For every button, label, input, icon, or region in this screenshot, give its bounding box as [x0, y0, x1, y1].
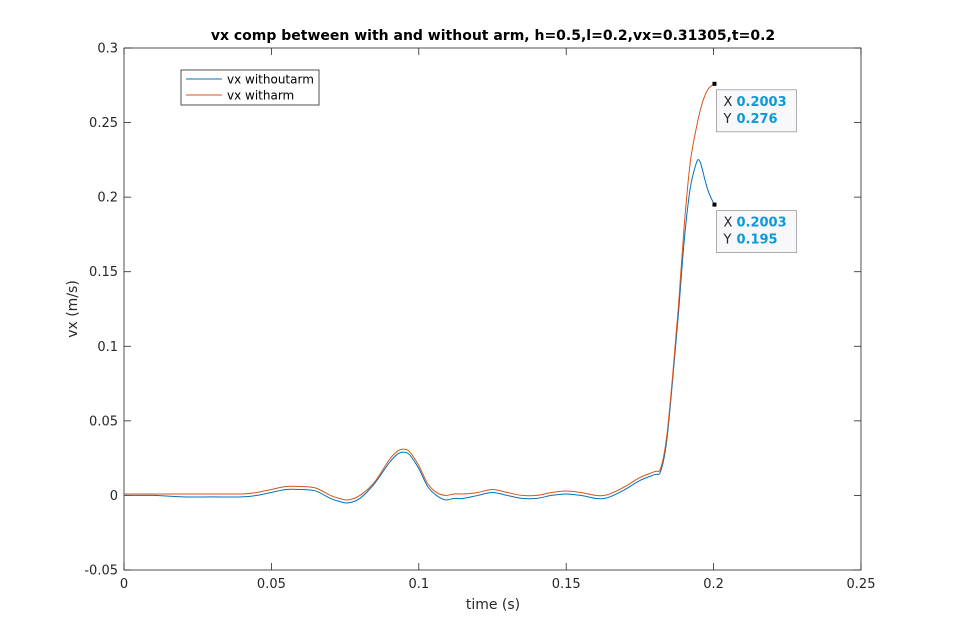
- datatip-x-label: X: [723, 216, 732, 231]
- plot-area: 0 0.05 0.1 0.15 0.2 0.25 -0.0500.050.10.150.2…: [84, 42, 875, 593]
- axes-box: [123, 47, 862, 571]
- y-tick-label: 0.15: [89, 265, 118, 280]
- x-axis: 0 0.05 0.1 0.15 0.2 0.25: [120, 48, 876, 592]
- legend-label-witharm: vx witharm: [227, 89, 294, 103]
- y-tick-label: 0.2: [97, 191, 118, 206]
- datatip-marker[interactable]: [712, 202, 717, 207]
- datatip-x-value: 0.2003: [736, 95, 786, 110]
- series-lines: [123, 83, 715, 504]
- y-tick-label: 0.1: [97, 340, 118, 355]
- datatip-y-label: Y: [722, 233, 731, 248]
- datatip-x-label: X: [723, 95, 732, 110]
- y-tick-label: 0: [110, 489, 118, 504]
- datatip-box[interactable]: [716, 89, 797, 133]
- datatip-marker[interactable]: [712, 81, 717, 86]
- x-tick-label: 0: [120, 577, 128, 592]
- legend-box: [180, 69, 320, 106]
- chart-title: vx comp between with and without arm, h=…: [211, 28, 775, 44]
- datatip-y-label: Y: [722, 112, 731, 127]
- y-tick-label: 0.3: [97, 42, 118, 57]
- y-axis-label: vx (m/s): [65, 280, 81, 338]
- series-line-witharm[interactable]: [123, 83, 715, 501]
- legend[interactable]: vx withoutarm vx witharm: [180, 69, 320, 106]
- y-tick-label: 0.25: [89, 116, 118, 131]
- legend-label-withoutarm: vx withoutarm: [227, 73, 314, 87]
- datatip-y-value: 0.195: [736, 233, 777, 248]
- x-tick-label: 0.05: [257, 577, 286, 592]
- x-tick-label: 0.2: [703, 577, 724, 592]
- y-axis: -0.05 0 0.05 0.1 0.15 0.2 0.25 0.3: [84, 42, 861, 579]
- y-tick-label: 0.05: [89, 414, 118, 429]
- datatips: X 0.2003 Y 0.276 X 0.2003 Y 0.195: [712, 81, 797, 254]
- datatip-x-value: 0.2003: [736, 216, 786, 231]
- y-tick-label: -0.05: [84, 564, 118, 579]
- datatip-box[interactable]: [716, 210, 797, 254]
- x-axis-label: time (s): [466, 597, 520, 613]
- datatip-y-value: 0.276: [736, 112, 777, 127]
- series-line-withoutarm[interactable]: [123, 159, 715, 504]
- x-tick-label: 0.1: [408, 577, 429, 592]
- x-tick-label: 0.15: [552, 577, 581, 592]
- x-tick-label: 0.25: [847, 577, 876, 592]
